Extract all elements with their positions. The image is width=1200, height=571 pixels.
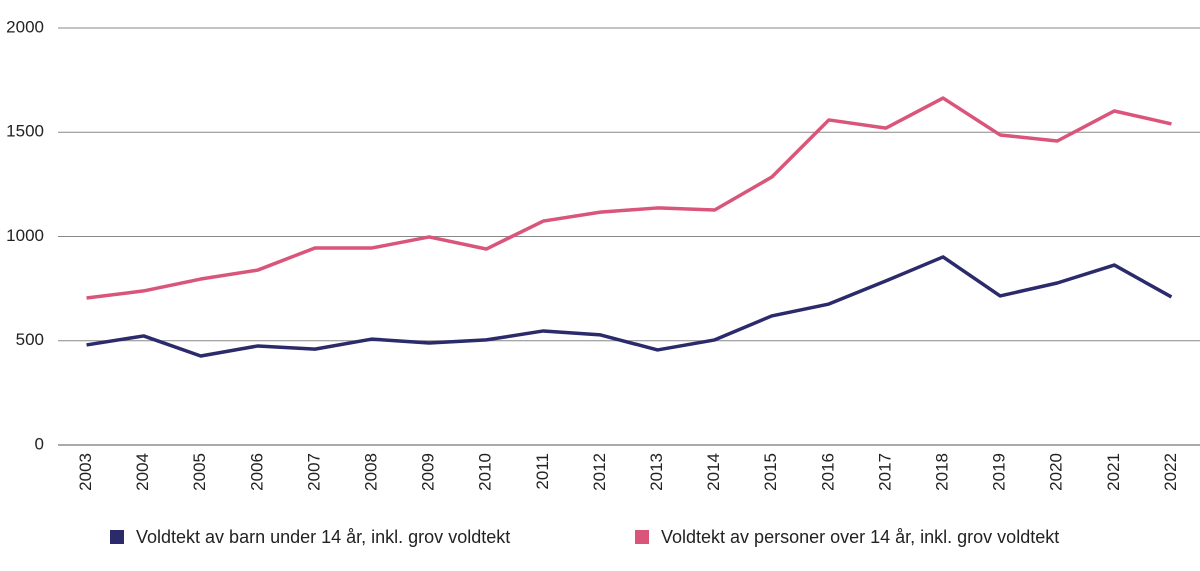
y-tick-label: 1500 xyxy=(6,122,44,141)
x-tick-label: 2011 xyxy=(533,453,552,490)
series-line xyxy=(86,255,1173,358)
x-tick-label: 2003 xyxy=(76,453,95,491)
y-tick-label: 500 xyxy=(16,330,44,349)
x-tick-label: 2005 xyxy=(190,453,209,491)
x-tick-label: 2015 xyxy=(761,453,780,491)
x-tick-label: 2008 xyxy=(362,453,381,491)
legend-label: Voldtekt av barn under 14 år, inkl. grov… xyxy=(136,527,510,547)
y-tick-label: 1000 xyxy=(6,226,44,245)
x-tick-label: 2014 xyxy=(704,453,723,491)
legend-label: Voldtekt av personer over 14 år, inkl. g… xyxy=(661,527,1059,547)
x-tick-label: 2017 xyxy=(875,453,894,491)
x-tick-label: 2004 xyxy=(133,453,152,491)
series-line xyxy=(86,96,1172,300)
x-tick-label: 2010 xyxy=(476,453,495,491)
y-tick-label: 0 xyxy=(35,434,44,453)
x-tick-label: 2012 xyxy=(590,453,609,491)
legend-swatch xyxy=(635,530,649,544)
x-tick-label: 2020 xyxy=(1047,453,1066,491)
x-tick-label: 2022 xyxy=(1161,453,1180,491)
y-tick-label: 2000 xyxy=(6,17,44,36)
x-tick-label: 2013 xyxy=(647,453,666,491)
x-tick-label: 2007 xyxy=(304,453,323,491)
x-tick-label: 2006 xyxy=(247,453,266,491)
x-tick-label: 2016 xyxy=(818,453,837,491)
x-tick-label: 2021 xyxy=(1104,453,1123,491)
x-tick-label: 2009 xyxy=(419,453,438,491)
x-tick-label: 2019 xyxy=(990,453,1009,491)
legend-swatch xyxy=(110,530,124,544)
x-tick-label: 2018 xyxy=(933,453,952,491)
